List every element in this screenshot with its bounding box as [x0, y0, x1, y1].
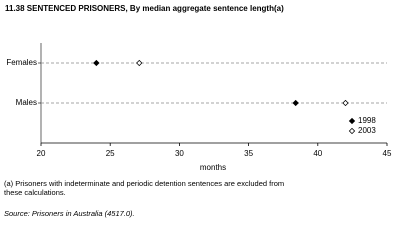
dot-marker	[292, 99, 299, 107]
footnote-box: (a) Prisoners with indeterminate and per…	[4, 179, 285, 197]
x-tick-label: 40	[313, 149, 322, 158]
dot-marker	[93, 59, 100, 67]
footnote: (a) Prisoners with indeterminate and per…	[4, 179, 285, 197]
x-tick-label: 25	[106, 149, 115, 158]
source: Source: Prisoners in Australia (4517.0).	[4, 209, 135, 218]
x-axis-label: months	[200, 163, 226, 172]
chart-title: 11.38 SENTENCED PRISONERS, By median agg…	[5, 4, 284, 13]
legend-marker	[348, 127, 356, 135]
legend-marker	[348, 117, 356, 125]
x-tick-label: 45	[383, 149, 392, 158]
y-tick-label: Females	[6, 58, 37, 67]
dot-marker	[342, 99, 349, 107]
x-tick-label: 35	[244, 149, 253, 158]
x-tick-label: 30	[175, 149, 184, 158]
legend-label: 2003	[358, 126, 376, 135]
y-tick-label: Males	[16, 98, 37, 107]
dot-marker	[136, 59, 143, 67]
legend-label: 1998	[358, 116, 376, 125]
chart: 11.38 SENTENCED PRISONERS, By median agg…	[4, 4, 392, 218]
x-tick-label: 20	[37, 149, 46, 158]
